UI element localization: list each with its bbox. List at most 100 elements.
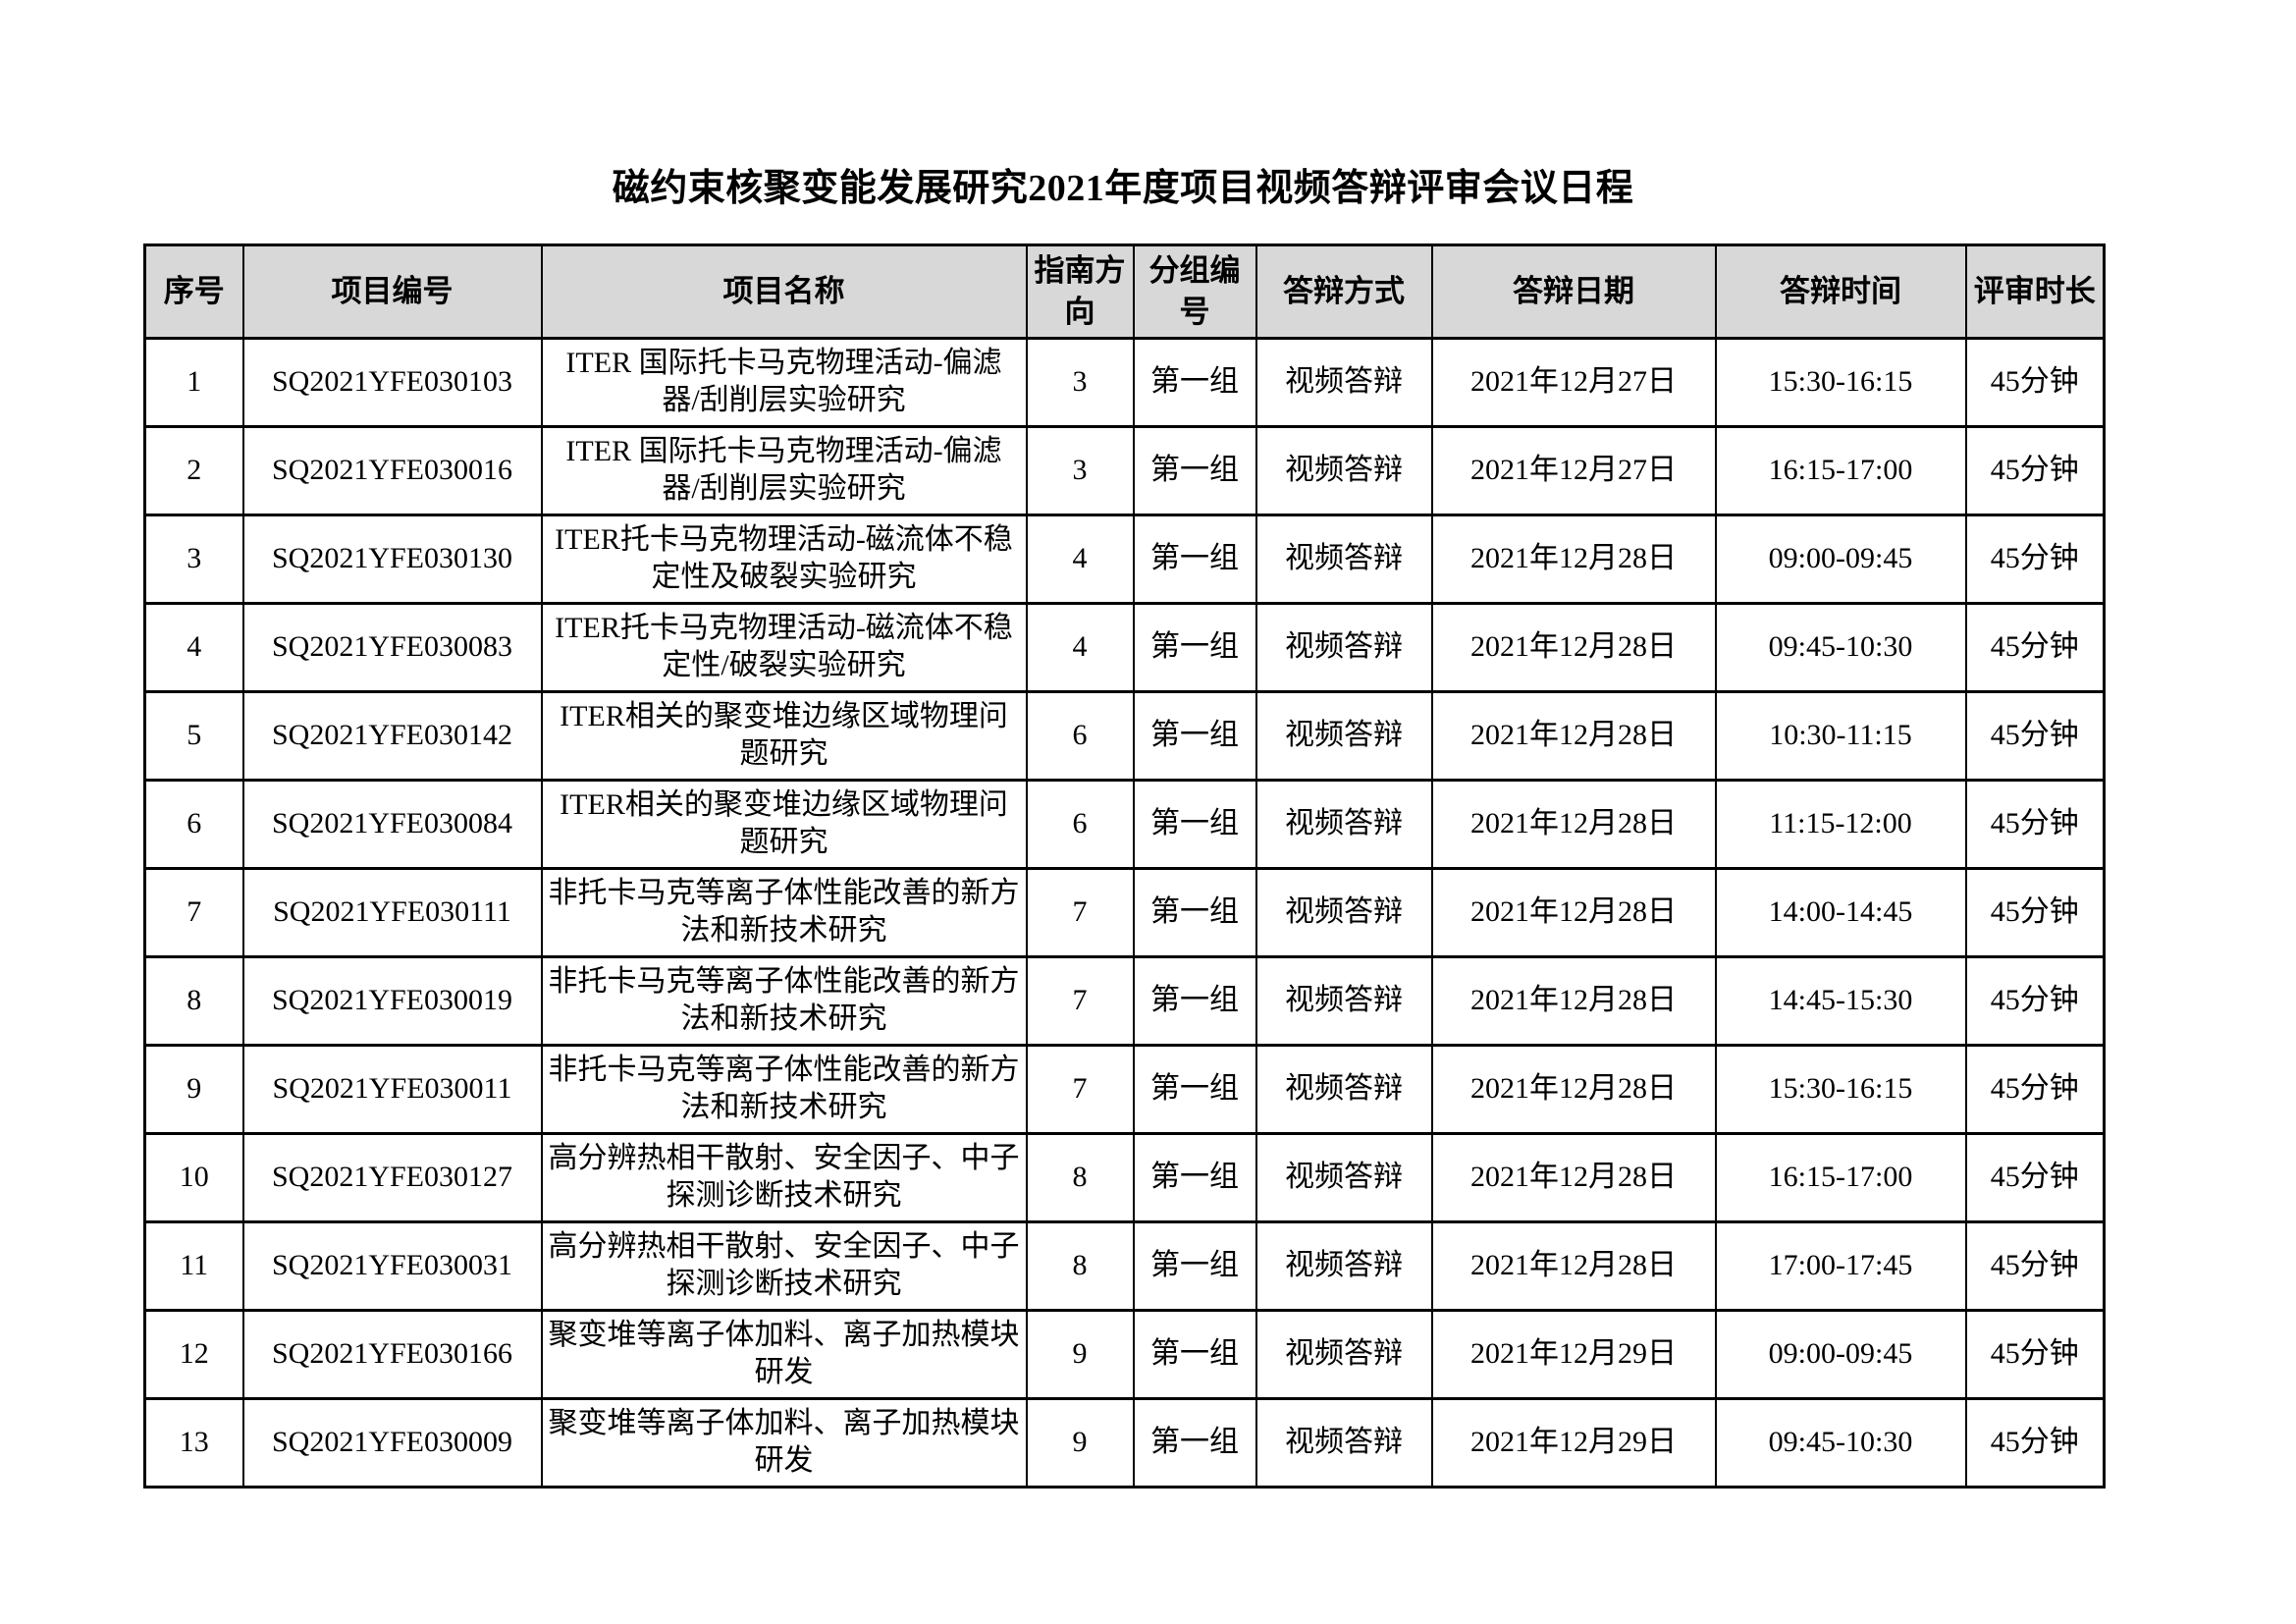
cell-review-duration: 45分钟: [1964, 513, 2106, 605]
table-row: 10 SQ2021YFE030127 高分辨热相干散射、安全因子、中子探测诊断技术研…: [143, 1131, 2106, 1223]
cell-group-number: 第一组: [1132, 1131, 1257, 1223]
cell-project-name: 聚变堆等离子体加料、离子加热模块研发: [540, 1396, 1028, 1489]
cell-project-code: SQ2021YFE030130: [241, 513, 543, 605]
cell-index: 11: [143, 1219, 244, 1312]
cell-group-number: 第一组: [1132, 1308, 1257, 1400]
cell-defense-time: 09:45-10:30: [1714, 601, 1967, 693]
cell-project-name: 高分辨热相干散射、安全因子、中子探测诊断技术研究: [540, 1219, 1028, 1312]
table-row: 7 SQ2021YFE030111 非托卡马克等离子体性能改善的新方法和新技术研究 7…: [143, 866, 2106, 958]
column-header-guide-direction: 指南方向: [1025, 243, 1135, 340]
cell-defense-date: 2021年12月28日: [1430, 954, 1717, 1047]
cell-defense-method: 视频答辩: [1255, 336, 1433, 428]
cell-project-code: SQ2021YFE030103: [241, 336, 543, 428]
cell-index: 10: [143, 1131, 244, 1223]
cell-defense-date: 2021年12月29日: [1430, 1396, 1717, 1489]
cell-defense-date: 2021年12月28日: [1430, 1219, 1717, 1312]
cell-project-name: 聚变堆等离子体加料、离子加热模块研发: [540, 1308, 1028, 1400]
cell-group-number: 第一组: [1132, 1396, 1257, 1489]
table-row: 8 SQ2021YFE030019 非托卡马克等离子体性能改善的新方法和新技术研究 7…: [143, 954, 2106, 1047]
cell-defense-date: 2021年12月28日: [1430, 1043, 1717, 1135]
cell-index: 13: [143, 1396, 244, 1489]
cell-guide-direction: 8: [1025, 1219, 1135, 1312]
cell-review-duration: 45分钟: [1964, 1043, 2106, 1135]
cell-index: 7: [143, 866, 244, 958]
cell-group-number: 第一组: [1132, 513, 1257, 605]
cell-index: 4: [143, 601, 244, 693]
column-header-project-name: 项目名称: [540, 243, 1028, 340]
cell-guide-direction: 7: [1025, 954, 1135, 1047]
cell-defense-time: 17:00-17:45: [1714, 1219, 1967, 1312]
cell-group-number: 第一组: [1132, 689, 1257, 782]
cell-defense-time: 15:30-16:15: [1714, 336, 1967, 428]
header-row: 序号 项目编号 项目名称 指南方向 分组编号 答辩方式 答辩日期 答辩时间 评审时长: [143, 243, 2106, 340]
cell-guide-direction: 4: [1025, 513, 1135, 605]
cell-defense-date: 2021年12月28日: [1430, 866, 1717, 958]
column-header-index: 序号: [143, 243, 244, 340]
cell-project-code: SQ2021YFE030127: [241, 1131, 543, 1223]
cell-defense-time: 14:45-15:30: [1714, 954, 1967, 1047]
column-header-project-code: 项目编号: [241, 243, 543, 340]
cell-index: 2: [143, 424, 244, 516]
cell-project-code: SQ2021YFE030031: [241, 1219, 543, 1312]
cell-defense-method: 视频答辩: [1255, 513, 1433, 605]
cell-review-duration: 45分钟: [1964, 778, 2106, 870]
cell-defense-date: 2021年12月28日: [1430, 689, 1717, 782]
cell-project-name: ITER相关的聚变堆边缘区域物理问题研究: [540, 689, 1028, 782]
table-header: 序号 项目编号 项目名称 指南方向 分组编号 答辩方式 答辩日期 答辩时间 评审时长: [143, 243, 2106, 340]
cell-defense-date: 2021年12月29日: [1430, 1308, 1717, 1400]
cell-defense-method: 视频答辩: [1255, 1131, 1433, 1223]
cell-project-name: ITER 国际托卡马克物理活动-偏滤器/刮削层实验研究: [540, 336, 1028, 428]
cell-group-number: 第一组: [1132, 336, 1257, 428]
cell-guide-direction: 8: [1025, 1131, 1135, 1223]
column-header-group-number: 分组编号: [1132, 243, 1257, 340]
cell-defense-method: 视频答辩: [1255, 1043, 1433, 1135]
cell-index: 5: [143, 689, 244, 782]
cell-group-number: 第一组: [1132, 601, 1257, 693]
cell-review-duration: 45分钟: [1964, 1308, 2106, 1400]
table-row: 9 SQ2021YFE030011 非托卡马克等离子体性能改善的新方法和新技术研究 7…: [143, 1043, 2106, 1135]
cell-defense-time: 09:00-09:45: [1714, 1308, 1967, 1400]
cell-project-code: SQ2021YFE030019: [241, 954, 543, 1047]
cell-defense-time: 10:30-11:15: [1714, 689, 1967, 782]
document-page: 磁约束核聚变能发展研究2021年度项目视频答辩评审会议日程 序号 项目编号 项目名称…: [143, 0, 2106, 1489]
cell-project-name: ITER相关的聚变堆边缘区域物理问题研究: [540, 778, 1028, 870]
cell-guide-direction: 3: [1025, 424, 1135, 516]
cell-defense-method: 视频答辩: [1255, 1396, 1433, 1489]
cell-defense-time: 15:30-16:15: [1714, 1043, 1967, 1135]
cell-guide-direction: 3: [1025, 336, 1135, 428]
cell-project-name: ITER 国际托卡马克物理活动-偏滤器/刮削层实验研究: [540, 424, 1028, 516]
cell-guide-direction: 6: [1025, 778, 1135, 870]
cell-project-name: ITER托卡马克物理活动-磁流体不稳定性/破裂实验研究: [540, 601, 1028, 693]
table-row: 4 SQ2021YFE030083 ITER托卡马克物理活动-磁流体不稳定性/破裂实…: [143, 601, 2106, 693]
cell-defense-method: 视频答辩: [1255, 1308, 1433, 1400]
cell-defense-date: 2021年12月27日: [1430, 336, 1717, 428]
cell-project-code: SQ2021YFE030083: [241, 601, 543, 693]
cell-project-code: SQ2021YFE030016: [241, 424, 543, 516]
cell-defense-time: 14:00-14:45: [1714, 866, 1967, 958]
table-row: 5 SQ2021YFE030142 ITER相关的聚变堆边缘区域物理问题研究 6 第一组…: [143, 689, 2106, 782]
cell-index: 8: [143, 954, 244, 1047]
cell-group-number: 第一组: [1132, 866, 1257, 958]
cell-index: 1: [143, 336, 244, 428]
cell-defense-method: 视频答辩: [1255, 954, 1433, 1047]
table-body: 1 SQ2021YFE030103 ITER 国际托卡马克物理活动-偏滤器/刮削层实…: [143, 336, 2106, 1489]
cell-project-code: SQ2021YFE030166: [241, 1308, 543, 1400]
cell-defense-time: 09:00-09:45: [1714, 513, 1967, 605]
cell-review-duration: 45分钟: [1964, 954, 2106, 1047]
cell-project-name: 高分辨热相干散射、安全因子、中子探测诊断技术研究: [540, 1131, 1028, 1223]
cell-review-duration: 45分钟: [1964, 1131, 2106, 1223]
cell-defense-time: 09:45-10:30: [1714, 1396, 1967, 1489]
cell-review-duration: 45分钟: [1964, 689, 2106, 782]
cell-guide-direction: 9: [1025, 1308, 1135, 1400]
column-header-defense-method: 答辩方式: [1255, 243, 1433, 340]
cell-defense-date: 2021年12月28日: [1430, 601, 1717, 693]
column-header-defense-date: 答辩日期: [1430, 243, 1717, 340]
cell-group-number: 第一组: [1132, 1219, 1257, 1312]
table-row: 1 SQ2021YFE030103 ITER 国际托卡马克物理活动-偏滤器/刮削层实…: [143, 336, 2106, 428]
cell-review-duration: 45分钟: [1964, 866, 2106, 958]
cell-guide-direction: 7: [1025, 866, 1135, 958]
cell-defense-method: 视频答辩: [1255, 778, 1433, 870]
cell-review-duration: 45分钟: [1964, 424, 2106, 516]
cell-index: 6: [143, 778, 244, 870]
column-header-review-duration: 评审时长: [1964, 243, 2106, 340]
